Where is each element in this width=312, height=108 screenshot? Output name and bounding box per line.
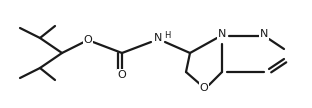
Text: O: O <box>118 70 126 80</box>
Text: H: H <box>164 30 170 40</box>
Text: O: O <box>84 35 92 45</box>
Text: N: N <box>260 29 268 39</box>
Text: O: O <box>200 83 208 93</box>
Text: N: N <box>154 33 162 43</box>
Text: N: N <box>218 29 226 39</box>
